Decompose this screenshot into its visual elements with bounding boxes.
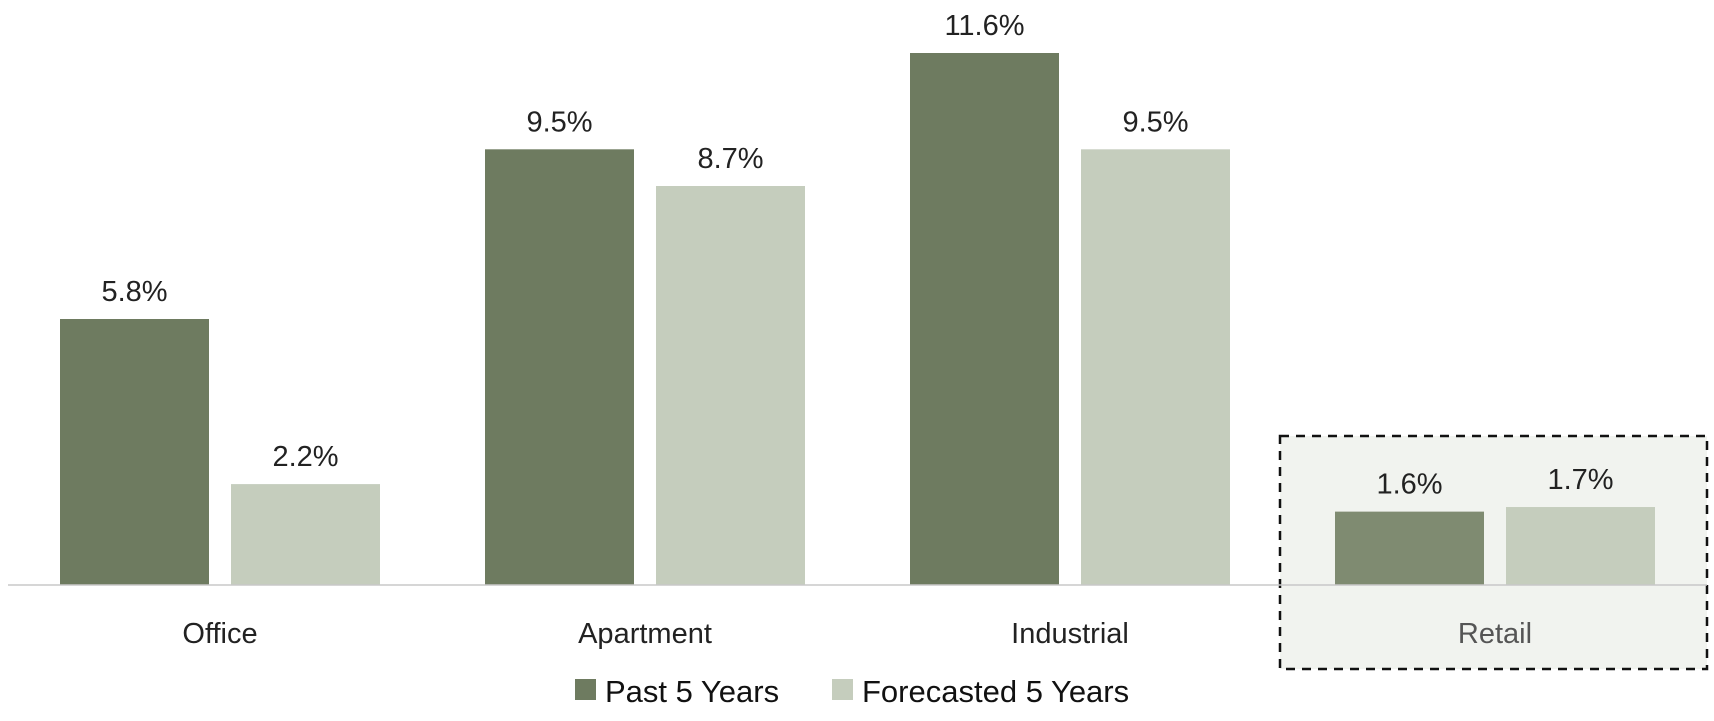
data-label-office-past: 5.8% [101, 276, 167, 308]
category-label-retail: Retail [1458, 618, 1532, 650]
legend-label-forecast: Forecasted 5 Years [862, 674, 1129, 709]
bar-apartment-forecast [656, 186, 805, 585]
bar-retail-past [1335, 511, 1484, 585]
data-label-retail-past: 1.6% [1376, 469, 1442, 501]
legend-swatch-past [575, 679, 596, 700]
category-label-apartment: Apartment [578, 618, 712, 650]
category-label-industrial: Industrial [1011, 618, 1129, 650]
data-label-apartment-past: 9.5% [526, 106, 592, 138]
bar-industrial-past [910, 53, 1059, 585]
data-label-industrial-forecast: 9.5% [1122, 106, 1188, 138]
bar-office-forecast [231, 484, 380, 585]
legend-label-past: Past 5 Years [605, 674, 779, 709]
data-label-industrial-past: 11.6% [944, 10, 1024, 42]
bar-office-past [60, 319, 209, 585]
bar-industrial-forecast [1081, 149, 1230, 585]
bar-retail-forecast [1506, 507, 1655, 585]
data-label-apartment-forecast: 8.7% [697, 143, 763, 175]
data-label-retail-forecast: 1.7% [1547, 464, 1613, 496]
category-label-office: Office [182, 618, 257, 650]
legend-swatch-forecast [832, 679, 853, 700]
data-label-office-forecast: 2.2% [272, 441, 338, 473]
bar-apartment-past [485, 149, 634, 585]
